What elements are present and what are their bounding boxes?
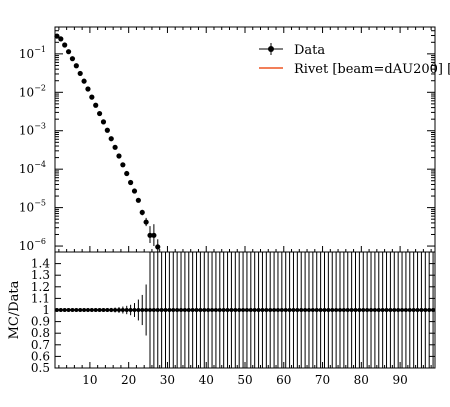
ratio-x-tick-label: 10 <box>82 373 97 387</box>
main-y-tick-label: 10−6 <box>19 237 46 253</box>
data-point <box>93 102 99 108</box>
legend-data-marker <box>268 46 274 52</box>
data-point <box>100 119 107 125</box>
data-point <box>147 232 153 238</box>
data-point <box>104 127 110 133</box>
ratio-y-title: MC/Data <box>7 280 22 339</box>
ratio-x-tick-label: 20 <box>121 373 136 387</box>
data-point <box>85 86 91 92</box>
data-point <box>54 33 60 39</box>
ratio-x-axis: 10 20 30 40 50 60 70 80 90 <box>58 362 432 387</box>
ratio-y-tick-label: 1.2 <box>31 280 50 294</box>
ratio-series <box>54 252 436 368</box>
ratio-x-tick-label: 40 <box>199 373 214 387</box>
data-point <box>128 179 134 186</box>
main-y-tick-label: 10−1 <box>19 45 46 61</box>
ratio-y-tick-label: 1.4 <box>31 257 50 271</box>
ratio-y-axis: 0.50.60.70.80.911.11.21.31.4 <box>31 257 435 375</box>
ratio-y-tick-label: 1.1 <box>31 291 50 305</box>
ratio-x-tick-label: 60 <box>276 373 291 387</box>
legend-data-label: Data <box>294 43 325 58</box>
data-point <box>58 36 64 42</box>
data-point <box>151 232 157 238</box>
data-point <box>108 136 114 142</box>
data-point <box>139 209 145 216</box>
data-point <box>69 56 76 62</box>
ratio-x-tick-label: 70 <box>315 373 330 387</box>
data-point <box>143 219 149 225</box>
data-point <box>116 153 122 159</box>
data-point <box>81 78 87 84</box>
ratio-x-tick-label: 50 <box>237 373 252 387</box>
ratio-y-tick-label: 1 <box>42 303 50 317</box>
data-point <box>112 144 118 150</box>
data-point <box>62 42 68 48</box>
ratio-y-tick-label: 0.5 <box>31 361 50 375</box>
main-y-tick-label: 10−2 <box>19 83 46 99</box>
data-point <box>89 94 95 100</box>
ratio-y-tick-label: 1.3 <box>31 268 50 282</box>
data-point <box>65 49 72 55</box>
main-y-tick-label: 10−4 <box>19 160 46 176</box>
data-point <box>131 188 138 194</box>
main-y-tick-label: 10−3 <box>19 122 46 138</box>
ratio-y-tick-label: 0.7 <box>31 338 50 352</box>
ratio-x-tick-label: 90 <box>392 373 407 387</box>
ratio-y-tick-label: 0.6 <box>31 349 50 363</box>
data-point <box>96 110 103 117</box>
data-series <box>54 33 161 252</box>
data-point <box>155 244 161 250</box>
legend: Data Rivet [beam=dAU200] [cen <box>259 43 450 77</box>
legend-rivet-label: Rivet [beam=dAU200] [cen <box>294 62 450 77</box>
data-point <box>124 170 130 177</box>
ratio-x-tick-label: 80 <box>354 373 369 387</box>
main-plot-panel: 10−1 10−2 10−3 10−4 10−5 10−6 Data Rivet [bea… <box>19 26 450 253</box>
main-y-tick-label: 10−5 <box>19 199 46 215</box>
ratio-plot-panel: 0.50.60.70.80.911.11.21.31.4 10 20 30 40 50 6… <box>7 251 436 387</box>
data-point <box>73 63 79 69</box>
main-y-axis: 10−1 10−2 10−3 10−4 10−5 10−6 <box>19 27 435 253</box>
data-point <box>120 162 126 168</box>
data-point <box>77 70 83 77</box>
ratio-x-tick-label: 30 <box>160 373 175 387</box>
ratio-y-tick-label: 0.8 <box>31 326 50 340</box>
ratio-y-tick-label: 0.9 <box>31 315 50 329</box>
data-point <box>135 197 141 203</box>
